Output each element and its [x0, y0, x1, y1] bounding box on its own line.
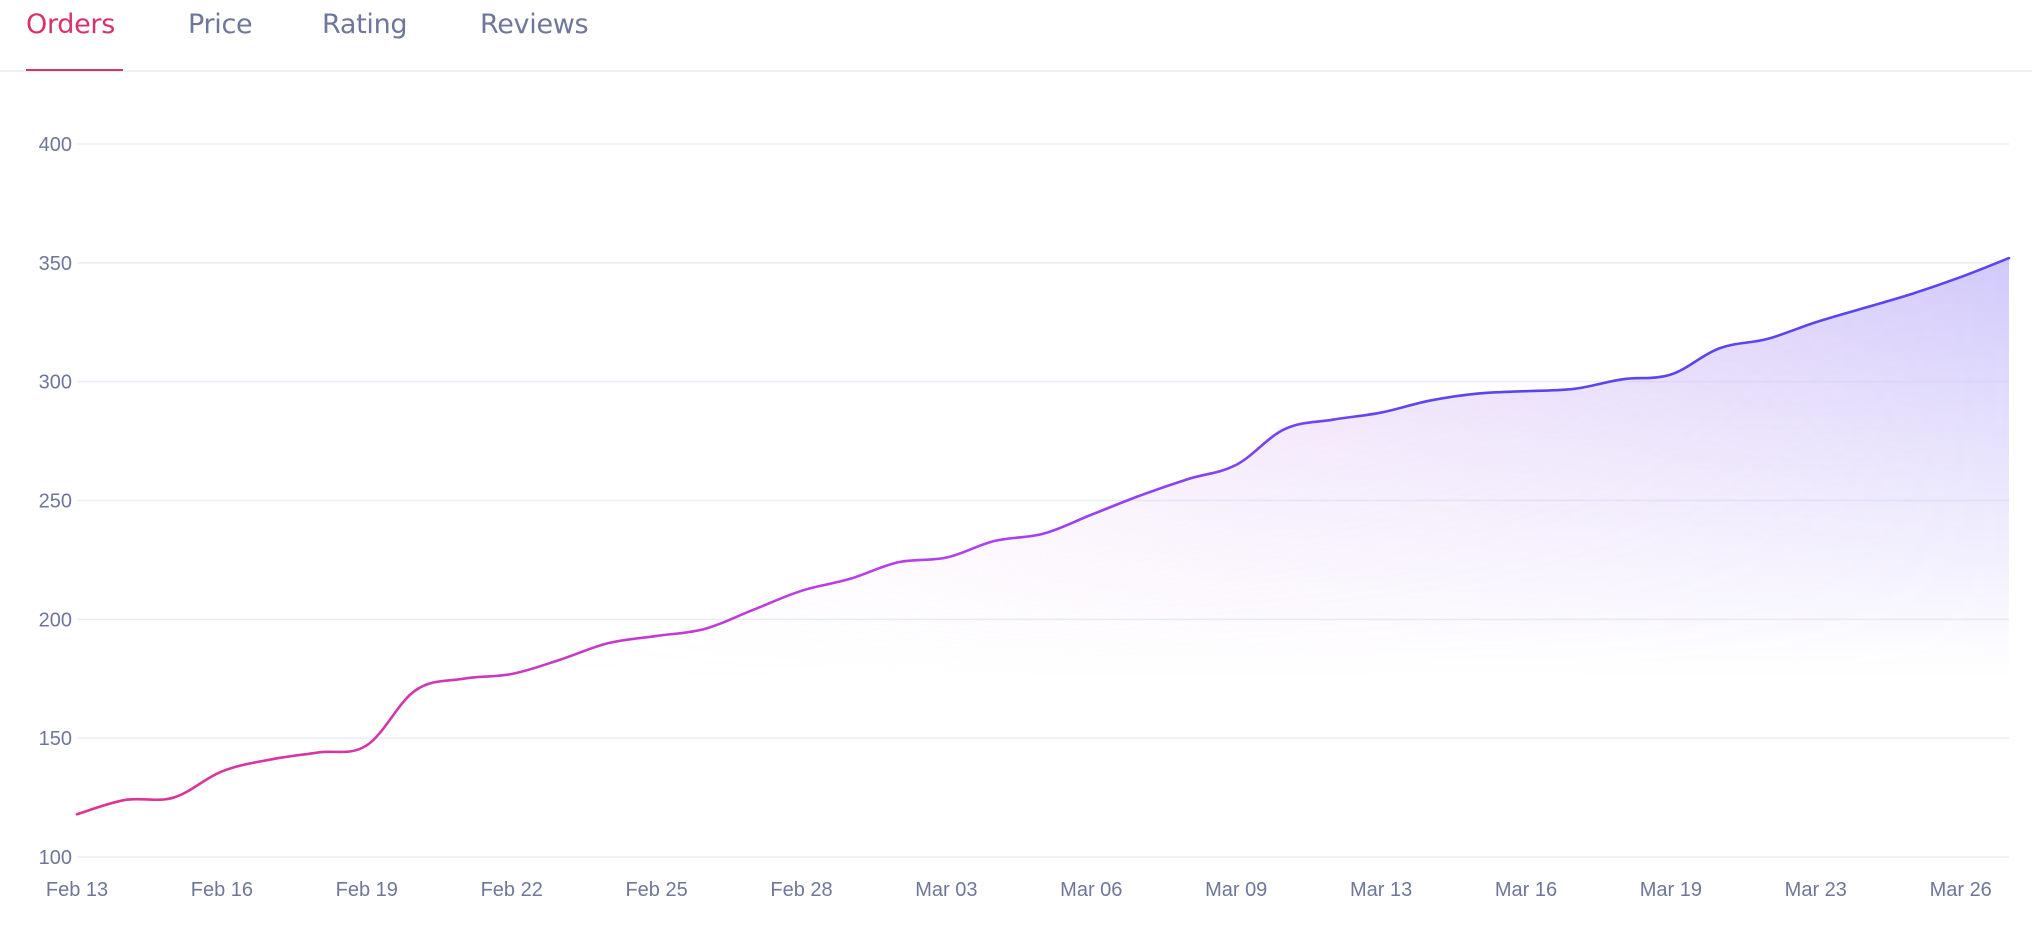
- data-point: [1668, 372, 1674, 378]
- data-point: [1571, 386, 1577, 392]
- y-tick-label: 350: [39, 253, 72, 275]
- tab-rating[interactable]: Rating: [322, 9, 408, 40]
- x-tick-label: Feb 28: [770, 879, 832, 901]
- x-tick-label: Mar 03: [915, 879, 977, 901]
- data-point: [509, 671, 515, 677]
- y-axis: 100 150 200 250 300 350 400: [39, 134, 72, 869]
- data-point: [171, 795, 177, 801]
- data-point: [1330, 417, 1336, 423]
- data-point: [1185, 476, 1191, 482]
- data-point: [122, 797, 128, 803]
- data-point: [557, 657, 563, 663]
- y-tick-label: 300: [39, 372, 72, 394]
- data-point: [1813, 319, 1819, 325]
- data-point: [1233, 462, 1239, 468]
- data-point: [1088, 512, 1094, 518]
- data-point: [1282, 426, 1288, 432]
- data-point: [1861, 305, 1867, 311]
- data-point: [1716, 345, 1722, 351]
- data-point: [1378, 410, 1384, 416]
- y-tick-label: 100: [39, 847, 72, 869]
- data-point: [943, 555, 949, 561]
- data-point: [702, 626, 708, 632]
- x-tick-label: Mar 16: [1495, 879, 1557, 901]
- x-tick-label: Feb 13: [46, 879, 108, 901]
- data-point: [412, 688, 418, 694]
- x-axis: Feb 13 Feb 16 Feb 19 Feb 22 Feb 25 Feb 28 Mar …: [46, 879, 1992, 901]
- data-point: [74, 811, 80, 817]
- y-tick-label: 400: [39, 134, 72, 156]
- data-point: [364, 742, 370, 748]
- data-point: [1765, 336, 1771, 342]
- data-point: [654, 633, 660, 639]
- data-point: [1137, 493, 1143, 499]
- x-tick-label: Feb 25: [625, 879, 687, 901]
- x-tick-label: Mar 13: [1350, 879, 1412, 901]
- series-area-orders: [77, 258, 2009, 858]
- x-tick-label: Feb 22: [481, 879, 543, 901]
- data-point: [219, 768, 225, 774]
- data-point: [992, 538, 998, 544]
- y-tick-label: 150: [39, 728, 72, 750]
- tab-bar: Orders Price Rating Reviews: [0, 0, 2032, 72]
- x-tick-label: Feb 16: [191, 879, 253, 901]
- data-point: [460, 676, 466, 682]
- x-tick-label: Feb 19: [336, 879, 398, 901]
- data-point: [799, 588, 805, 594]
- y-tick-label: 250: [39, 491, 72, 513]
- data-point: [1475, 391, 1481, 397]
- data-point: [316, 749, 322, 755]
- tab-orders[interactable]: Orders: [26, 9, 115, 40]
- data-point: [1426, 398, 1432, 404]
- data-point: [895, 559, 901, 565]
- data-point: [2006, 255, 2012, 261]
- data-point: [605, 640, 611, 646]
- active-tab-indicator: [26, 69, 123, 71]
- tab-reviews[interactable]: Reviews: [480, 9, 589, 40]
- data-point: [1958, 274, 1964, 280]
- x-tick-label: Mar 09: [1205, 879, 1267, 901]
- data-point: [847, 576, 853, 582]
- tab-price[interactable]: Price: [188, 9, 253, 40]
- data-point: [267, 757, 273, 763]
- data-point: [1040, 531, 1046, 537]
- x-tick-label: Mar 26: [1930, 879, 1992, 901]
- x-tick-label: Mar 19: [1640, 879, 1702, 901]
- data-point: [1620, 376, 1626, 382]
- data-point: [1523, 388, 1529, 394]
- x-tick-label: Mar 06: [1060, 879, 1122, 901]
- series-line-orders: [75, 256, 2011, 816]
- data-point: [1909, 291, 1915, 297]
- data-point: [750, 607, 756, 613]
- y-tick-label: 200: [39, 609, 72, 631]
- x-tick-label: Mar 23: [1785, 879, 1847, 901]
